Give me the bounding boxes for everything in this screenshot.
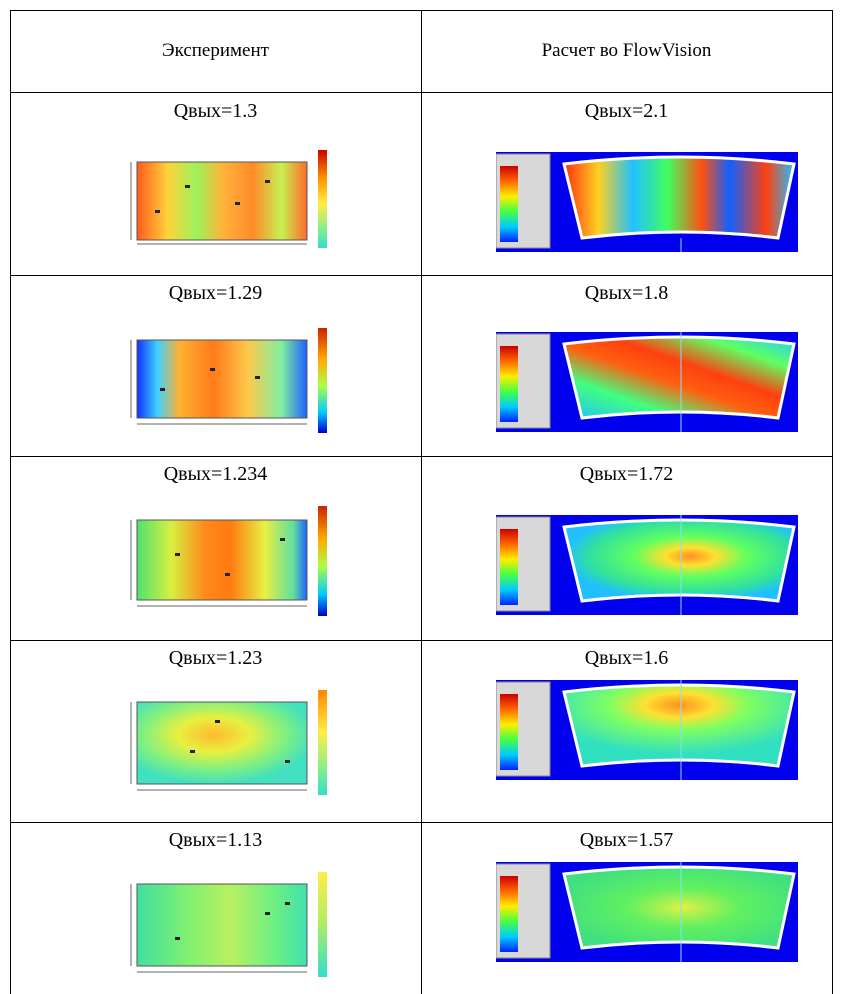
exp-label-row-4: Qвых=1.23 xyxy=(168,647,263,669)
fv-label-row-4: Qвых=1.6 xyxy=(584,647,669,669)
header-flowvision: Расчет во FlowVision xyxy=(541,40,712,61)
experiment-contour-plot xyxy=(115,140,345,260)
flowvision-contour-plot xyxy=(496,332,798,432)
exp-label-row-2: Qвых=1.29 xyxy=(168,282,263,304)
exp-label-row-3: Qвых=1.234 xyxy=(163,463,268,485)
experiment-contour-plot xyxy=(115,680,345,805)
column-divider xyxy=(421,10,422,994)
experiment-contour-plot xyxy=(115,862,345,987)
row-divider xyxy=(10,456,833,457)
fv-label-row-1: Qвых=2.1 xyxy=(584,100,669,122)
flowvision-contour-plot xyxy=(496,515,798,615)
row-divider xyxy=(10,92,833,93)
experiment-contour-plot xyxy=(115,318,345,443)
exp-label-row-5: Qвых=1.13 xyxy=(168,829,263,851)
fv-label-row-2: Qвых=1.8 xyxy=(584,282,669,304)
table-right-border xyxy=(832,10,833,994)
comparison-table: Эксперимент Расчет во FlowVision Qвых=1.… xyxy=(10,10,833,994)
fv-label-row-5: Qвых=1.57 xyxy=(579,829,674,851)
row-divider xyxy=(10,640,833,641)
flowvision-contour-plot xyxy=(496,862,798,962)
table-left-border xyxy=(10,10,11,994)
row-divider xyxy=(10,275,833,276)
header-experiment: Эксперимент xyxy=(162,40,269,61)
flowvision-contour-plot xyxy=(496,680,798,780)
flowvision-contour-plot xyxy=(496,152,798,252)
fv-label-row-3: Qвых=1.72 xyxy=(579,463,674,485)
row-divider xyxy=(10,822,833,823)
experiment-contour-plot xyxy=(115,498,345,623)
exp-label-row-1: Qвых=1.3 xyxy=(173,100,258,122)
